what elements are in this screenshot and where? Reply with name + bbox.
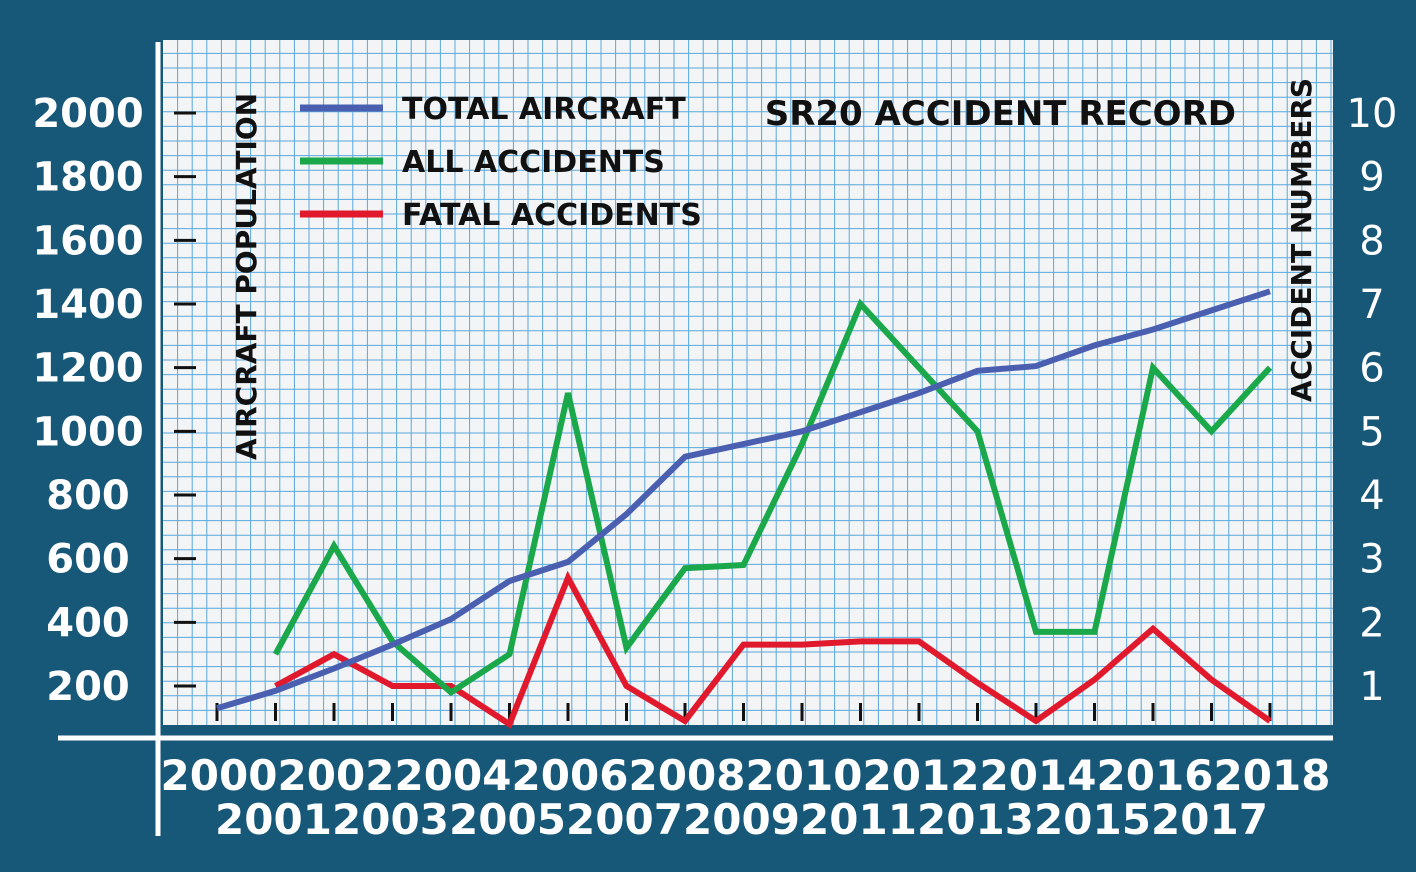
x-tick-label: 2018 — [1214, 751, 1331, 800]
y-left-tick-labels: 200 400 600 800 1000 1200 1400 1600 1800 2000 — [32, 91, 143, 710]
x-tick-label: 2005 — [449, 795, 566, 844]
y-left-tick-label: 200 — [46, 664, 130, 710]
x-tick-label: 2006 — [512, 751, 629, 800]
x-tick-label: 2015 — [1034, 795, 1151, 844]
x-tick-label: 2014 — [980, 751, 1097, 800]
y-left-tick-label: 400 — [46, 600, 130, 646]
chart-title: SR20 ACCIDENT RECORD — [765, 94, 1236, 134]
y-left-tick-label: 1400 — [32, 282, 143, 328]
x-tick-label: 2003 — [332, 795, 449, 844]
y-right-tick-label: 5 — [1359, 409, 1384, 455]
y-right-tick-label: 6 — [1359, 346, 1384, 392]
y-left-tick-label: 1600 — [32, 218, 143, 264]
x-tick-label: 2002 — [278, 751, 395, 800]
x-tick-label: 2012 — [863, 751, 980, 800]
series-line-all-accidents — [272, 298, 1273, 697]
y-left-tick-label: 1000 — [32, 409, 143, 455]
x-tick-label: 2008 — [629, 751, 746, 800]
series-line-total-aircraft — [216, 288, 1271, 712]
y-right-tick-label: 7 — [1359, 282, 1384, 328]
y-left-tick-label: 800 — [46, 473, 130, 519]
x-tick-label: 2010 — [746, 751, 863, 800]
y-left-tick-label: 2000 — [32, 91, 143, 137]
y-right-tick-label: 8 — [1359, 218, 1384, 264]
x-tick-label: 2016 — [1097, 751, 1214, 800]
legend-label: TOTAL AIRCRAFT — [402, 92, 686, 127]
x-tick-label: 2011 — [800, 795, 917, 844]
x-tick-label: 2000 — [161, 751, 278, 800]
series-layer — [216, 288, 1273, 729]
y-right-axis-title: ACCIDENT NUMBERS — [1285, 78, 1318, 402]
legend-label: FATAL ACCIDENTS — [402, 198, 702, 233]
x-tick-label: 2013 — [917, 795, 1034, 844]
y-right-tick-label: 1 — [1359, 664, 1384, 710]
plot-area — [163, 40, 1333, 725]
y-left-tick-label: 1200 — [32, 346, 143, 392]
y-right-tick-label: 9 — [1359, 155, 1384, 201]
y-right-tick-label: 3 — [1359, 537, 1384, 583]
x-tick-label: 2009 — [683, 795, 800, 844]
x-tick-labels: 2000 2002 2004 2006 2008 2010 2012 2014 2016 2018… — [161, 751, 1331, 844]
y-right-tick-label: 10 — [1347, 91, 1398, 137]
x-tick-label: 2007 — [566, 795, 683, 844]
y-left-axis-title: AIRCRAFT POPULATION — [230, 93, 263, 460]
legend-label: ALL ACCIDENTS — [402, 145, 665, 180]
x-tick-label: 2004 — [395, 751, 512, 800]
y-right-tick-labels: 1 2 3 4 5 6 7 8 9 10 — [1347, 91, 1398, 710]
y-left-tick-label: 600 — [46, 537, 130, 583]
y-right-tick-label: 2 — [1359, 600, 1384, 646]
x-tick-label: 2017 — [1151, 795, 1268, 844]
y-left-tick-label: 1800 — [32, 155, 143, 201]
legend: TOTAL AIRCRAFT ALL ACCIDENTS FATAL ACCIDEN… — [300, 92, 702, 233]
y-right-tick-label: 4 — [1359, 473, 1384, 519]
x-tick-label: 2001 — [215, 795, 332, 844]
